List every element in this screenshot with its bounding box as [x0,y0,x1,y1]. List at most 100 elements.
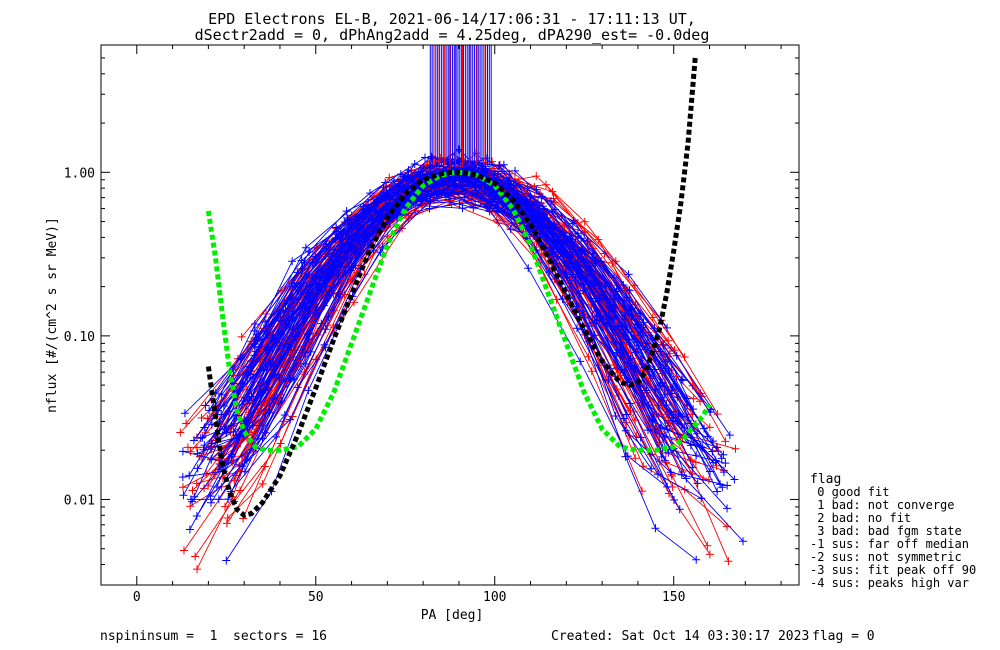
blue-data-point [660,382,669,391]
blue-data-point [693,479,702,488]
blue-data-point [469,203,478,212]
red-data-point [191,552,200,561]
red-data-point [188,486,197,495]
red-data-point [680,352,689,361]
blue-data-point [193,464,202,473]
red-data-point [552,295,561,304]
blue-data-point [342,207,351,216]
blue-data-point [653,470,662,479]
footer-flag: flag = 0 [812,629,875,644]
legend-item-no-fit: 2 bad: no fit [810,511,911,525]
red-data-point [349,298,358,307]
red-data-point [236,486,245,495]
blue-data-point [304,386,313,395]
blue-data-point [583,237,592,246]
blue-data-point [538,202,547,211]
blue-data-point [725,431,734,440]
blue-data-point [610,295,619,304]
blue-data-point [604,375,613,384]
blue-data-point [723,504,732,513]
red-data-point [611,257,620,266]
red-data-point [186,502,195,511]
blue-data-point [306,347,315,356]
blue-data-point [719,450,728,459]
blue-data-point [301,359,310,368]
blue-data-point [624,270,633,279]
blue-data-point [440,189,449,198]
red-data-point [186,447,195,456]
blue-data-point [287,342,296,351]
blue-data-point [379,183,388,192]
red-data-point [664,336,673,345]
blue-data-point [626,354,635,363]
legend-item-far-off-median: -1 sus: far off median [810,537,969,551]
blue-data-point [708,447,717,456]
blue-data-point [264,346,273,355]
red-data-point [258,479,267,488]
blue-data-point [189,436,198,445]
blue-data-point [192,511,201,520]
blue-data-point [370,224,379,233]
blue-data-point [490,169,499,178]
red-data-point [691,458,700,467]
red-data-point [179,546,188,555]
blue-data-point [619,414,628,423]
blue-data-point [540,219,549,228]
red-data-point [705,550,714,559]
red-data-point [580,217,589,226]
legend-item-good-fit: 0 good fit [810,485,889,499]
red-data-point [631,454,640,463]
blue-data-point [659,341,668,350]
red-data-point [721,437,730,446]
red-data-point [664,489,673,498]
legend-item-fit-peak-off-90: -3 sus: fit peak off 90 [810,563,976,577]
blue-data-point [573,324,582,333]
blue-data-point [678,376,687,385]
blue-data-point [341,240,350,249]
red-data-point [584,352,593,361]
blue-data-point [546,197,555,206]
red-data-point [447,200,456,209]
blue-data-point [250,351,259,360]
blue-data-point [532,185,541,194]
blue-data-point [718,483,727,492]
blue-data-point [222,428,231,437]
blue-data-point [660,390,669,399]
red-data-point [200,484,209,493]
legend-title: flag [810,472,841,487]
blue-data-point [376,193,385,202]
blue-series-line [259,160,711,413]
blue-data-point [673,393,682,402]
blue-data-point [568,259,577,268]
blue-series-line [233,184,709,437]
blue-data-point [434,190,443,199]
blue-data-point [615,346,624,355]
blue-data-point [196,434,205,443]
legend: flag 0 good fit 1 bad: not converge 2 ba… [810,472,976,590]
blue-data-point [376,248,385,257]
blue-data-point [483,189,492,198]
blue-data-point [201,401,210,410]
blue-data-point [260,317,269,326]
blue-data-point [200,423,209,432]
blue-data-point [382,202,391,211]
legend-item-not-converge: 1 bad: not converge [810,498,955,512]
chart-title-line2: dSectr2add = 0, dPhAng2add = 4.25deg, dP… [195,26,710,44]
blue-data-point [663,323,672,332]
y-tick-label: 0.10 [64,330,95,345]
blue-data-point [625,286,634,295]
blue-data-point [301,243,310,252]
blue-data-point [571,276,580,285]
blue-series-line [264,177,628,433]
red-data-point [192,443,201,452]
blue-data-point [506,225,515,234]
blue-data-point [577,246,586,255]
blue-data-point [635,382,644,391]
blue-data-point [620,310,629,319]
blue-data-point [675,505,684,514]
blue-data-point [631,348,640,357]
data-layer [176,45,748,574]
blue-data-point [288,257,297,266]
blue-data-point [179,491,188,500]
blue-data-point [425,204,434,213]
